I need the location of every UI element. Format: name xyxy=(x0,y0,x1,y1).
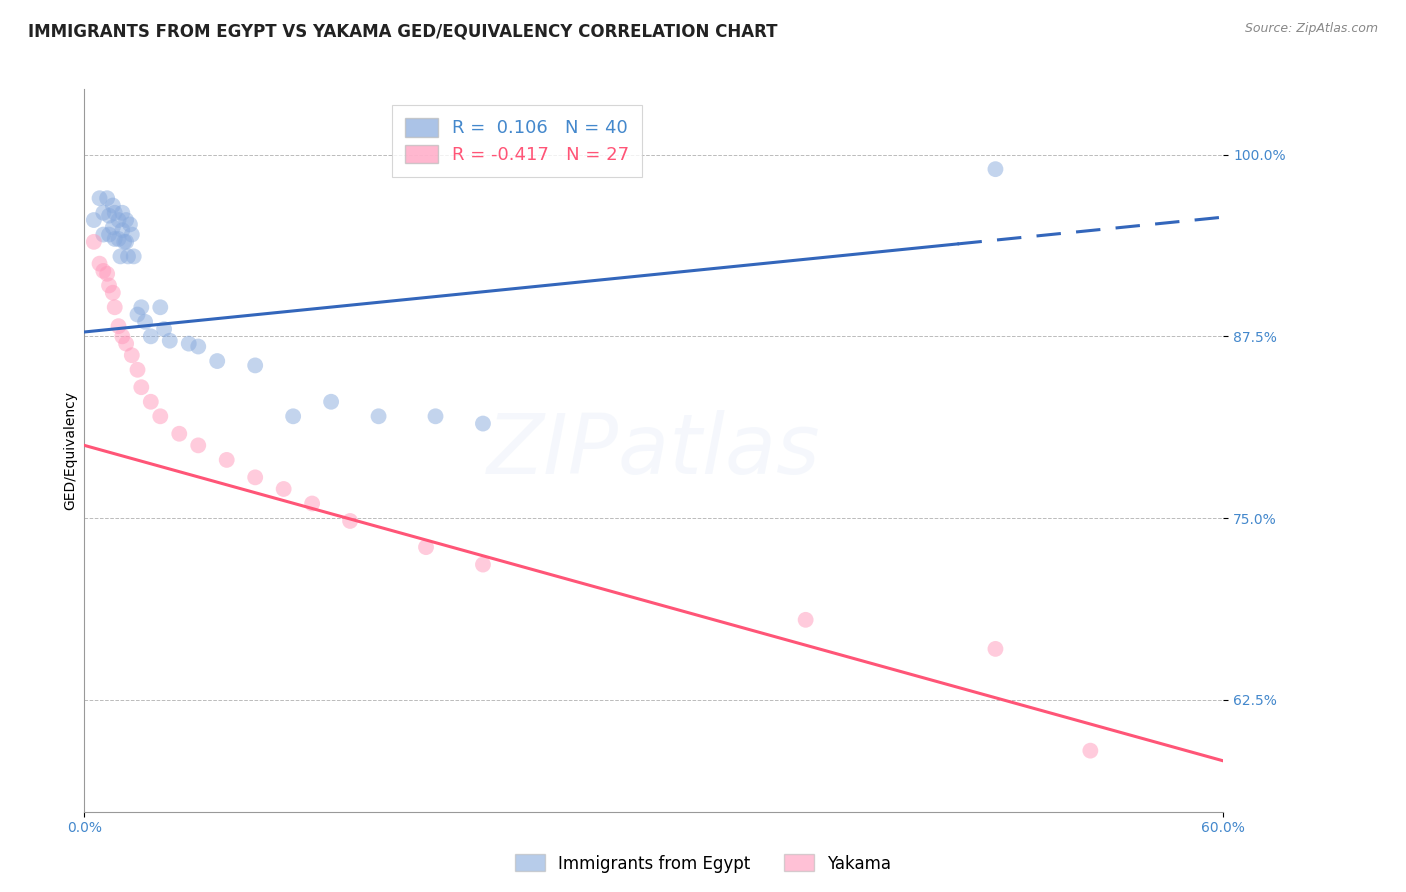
Point xyxy=(104,206,127,220)
Point xyxy=(245,359,267,373)
Point xyxy=(339,514,361,528)
Point xyxy=(131,300,153,314)
Point xyxy=(111,329,134,343)
Point xyxy=(127,363,149,377)
Point xyxy=(98,278,121,293)
Text: ZIPatlas: ZIPatlas xyxy=(486,410,821,491)
Point xyxy=(415,540,437,554)
Point xyxy=(215,453,238,467)
Point xyxy=(131,380,153,394)
Point xyxy=(107,319,129,334)
Point xyxy=(101,285,124,300)
Point xyxy=(115,235,138,249)
Point xyxy=(118,218,141,232)
Point xyxy=(149,300,172,314)
Point xyxy=(122,249,145,263)
Point xyxy=(139,329,162,343)
Point xyxy=(101,220,124,235)
Legend: Immigrants from Egypt, Yakama: Immigrants from Egypt, Yakama xyxy=(508,847,898,880)
Point xyxy=(1080,744,1102,758)
Point xyxy=(472,558,495,572)
Point xyxy=(245,470,267,484)
Point xyxy=(98,209,121,223)
Point xyxy=(187,339,209,353)
Point xyxy=(169,426,191,441)
Point xyxy=(159,334,181,348)
Point xyxy=(139,394,162,409)
Text: IMMIGRANTS FROM EGYPT VS YAKAMA GED/EQUIVALENCY CORRELATION CHART: IMMIGRANTS FROM EGYPT VS YAKAMA GED/EQUI… xyxy=(28,22,778,40)
Point xyxy=(794,613,817,627)
Point xyxy=(273,482,295,496)
Point xyxy=(104,232,127,246)
Point xyxy=(110,249,132,263)
Point xyxy=(107,213,129,227)
Point xyxy=(115,336,138,351)
Point xyxy=(984,641,1007,656)
Legend: R =  0.106   N = 40, R = -0.417   N = 27: R = 0.106 N = 40, R = -0.417 N = 27 xyxy=(392,105,641,177)
Point xyxy=(472,417,495,431)
Text: Source: ZipAtlas.com: Source: ZipAtlas.com xyxy=(1244,22,1378,36)
Point xyxy=(134,315,156,329)
Point xyxy=(83,213,105,227)
Point xyxy=(111,206,134,220)
Point xyxy=(104,300,127,314)
Point xyxy=(101,198,124,212)
Point xyxy=(107,232,129,246)
Point xyxy=(187,438,209,452)
Point xyxy=(112,235,135,249)
Point xyxy=(984,162,1007,177)
Point xyxy=(121,227,143,242)
Point xyxy=(425,409,447,424)
Point xyxy=(111,223,134,237)
Point xyxy=(89,257,111,271)
Point xyxy=(98,227,121,242)
Point xyxy=(283,409,305,424)
Point xyxy=(301,496,323,510)
Point xyxy=(207,354,229,368)
Point xyxy=(149,409,172,424)
Point xyxy=(367,409,389,424)
Point xyxy=(93,227,115,242)
Y-axis label: GED/Equivalency: GED/Equivalency xyxy=(63,391,77,510)
Point xyxy=(89,191,111,205)
Point xyxy=(117,249,139,263)
Point xyxy=(321,394,343,409)
Point xyxy=(83,235,105,249)
Point xyxy=(96,191,118,205)
Point xyxy=(177,336,200,351)
Point xyxy=(127,308,149,322)
Point xyxy=(115,213,138,227)
Point xyxy=(153,322,176,336)
Point xyxy=(93,206,115,220)
Point xyxy=(93,264,115,278)
Point xyxy=(96,267,118,281)
Point xyxy=(121,348,143,362)
